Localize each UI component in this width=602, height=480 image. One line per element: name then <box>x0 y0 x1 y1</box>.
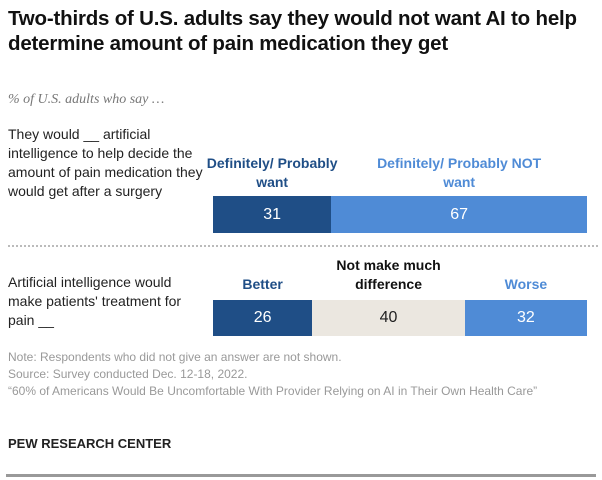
bar-segment: 31 <box>213 196 332 233</box>
report-title: “60% of Americans Would Be Uncomfortable… <box>8 384 538 398</box>
note-text: Note: Respondents who did not give an an… <box>8 350 342 364</box>
bar-value-label: 67 <box>450 205 469 223</box>
bar-value-label: 40 <box>379 309 398 326</box>
bar-value-label: 32 <box>517 309 535 326</box>
bar-value-label: 31 <box>263 205 282 223</box>
pew-logo-text: PEW RESEARCH CENTER <box>8 436 172 451</box>
source-text: Source: Survey conducted Dec. 12-18, 202… <box>8 367 248 381</box>
category-label: Definitely/ Probably NOT want <box>377 155 542 190</box>
category-label: Better <box>242 276 283 292</box>
row-label-1: They would __ artificial intelligence to… <box>8 126 203 199</box>
category-label: Definitely/ Probably want <box>206 155 338 190</box>
bar-segment: 32 <box>464 300 587 336</box>
chart-title: Two-thirds of U.S. adults say they would… <box>8 7 577 55</box>
bar-segment: 26 <box>213 300 313 336</box>
bar-value-label: 26 <box>253 309 272 326</box>
category-label: Not make much difference <box>336 257 441 292</box>
category-label: Worse <box>504 276 548 292</box>
dotted-divider <box>8 245 598 247</box>
bar-segment: 67 <box>331 196 587 233</box>
row-label-2: Artificial intelligence would make patie… <box>8 274 182 328</box>
bottom-rule <box>6 474 596 477</box>
bar-segment: 40 <box>312 300 465 336</box>
chart-subtitle: % of U.S. adults who say … <box>8 92 165 107</box>
